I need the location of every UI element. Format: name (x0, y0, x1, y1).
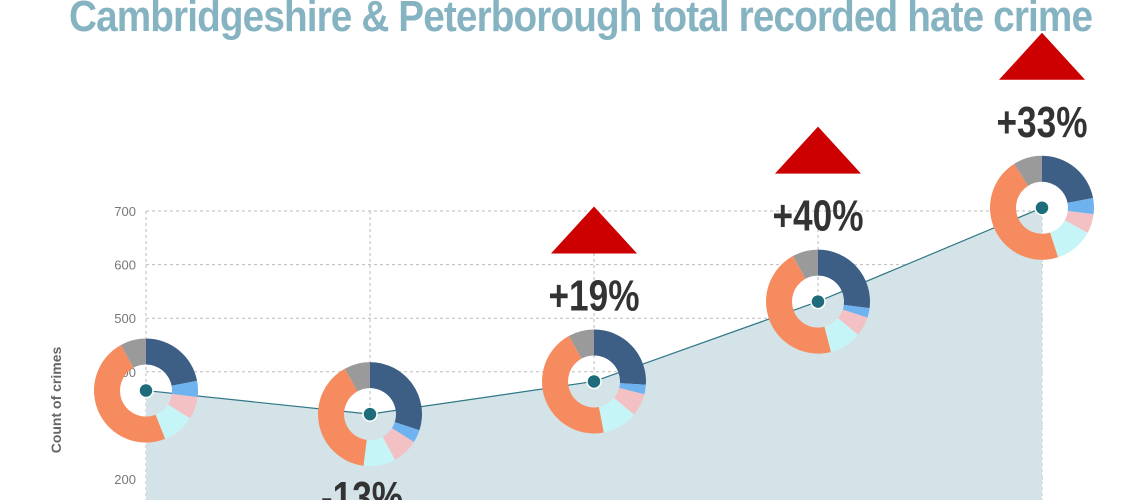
donut-4-segment-5 (1014, 155, 1042, 186)
donut-0-segment-1 (171, 380, 198, 398)
donut-1-segment-1 (391, 422, 420, 443)
donut-4-segment-4 (989, 163, 1059, 260)
donut-2-segment-0 (594, 329, 646, 385)
donut-3 (765, 249, 870, 354)
donut-2 (541, 329, 646, 434)
donut-4 (989, 155, 1094, 260)
area-fill (146, 207, 1042, 500)
donut-0 (94, 338, 198, 443)
donut-4-segment-3 (1050, 220, 1088, 258)
data-point-4 (1034, 200, 1050, 216)
y-tick-label-200: 200 (114, 472, 136, 487)
up-arrow-2 (551, 206, 637, 254)
donut-1-segment-0 (370, 362, 422, 431)
data-point-1 (362, 406, 378, 422)
donut-1-segment-2 (382, 428, 414, 460)
donut-2-segment-4 (541, 335, 604, 434)
donut-3-segment-5 (792, 249, 818, 279)
data-point-0 (138, 382, 154, 399)
data-marks: -13% +19% +40% +33% (94, 32, 1094, 500)
donut-0-segment-2 (167, 393, 198, 419)
y-tick-label-500: 500 (114, 311, 136, 326)
donut-2-segment-2 (614, 387, 645, 415)
y-tick-label-600: 600 (114, 258, 136, 273)
donut-0-segment-5 (120, 338, 146, 368)
donut-3-segment-0 (818, 249, 870, 309)
chart-title: Cambridgeshire & Peterborough total reco… (69, 0, 1093, 41)
data-point-2 (586, 373, 602, 390)
donut-4-segment-1 (1067, 198, 1094, 215)
y-tick-label-700: 700 (114, 204, 136, 219)
change-label-2: +19% (549, 272, 640, 321)
donut-4-segment-2 (1064, 211, 1094, 233)
change-label-3: +40% (773, 192, 864, 241)
donut-0-segment-0 (146, 338, 198, 386)
up-arrow-3 (775, 126, 861, 174)
donut-3-segment-3 (824, 318, 859, 352)
donut-1-segment-3 (363, 436, 396, 467)
change-label-1: -13% (321, 473, 403, 500)
donut-2-segment-5 (568, 329, 594, 359)
y-axis-label: Count of crimes (48, 347, 64, 454)
donut-0-segment-3 (155, 404, 190, 439)
donut-2-segment-3 (598, 398, 635, 433)
data-point-3 (810, 293, 826, 310)
donut-2-segment-1 (619, 383, 646, 395)
donut-3-segment-1 (842, 304, 870, 318)
donut-4-segment-0 (1042, 155, 1094, 203)
donut-1-segment-5 (344, 362, 370, 392)
up-arrow-4 (999, 32, 1085, 80)
donut-3-segment-4 (765, 256, 831, 354)
donut-3-segment-2 (838, 309, 868, 335)
donut-1 (318, 362, 422, 467)
change-label-4: +33% (997, 98, 1088, 147)
donut-0-segment-4 (94, 344, 166, 443)
donut-1-segment-4 (318, 368, 367, 466)
